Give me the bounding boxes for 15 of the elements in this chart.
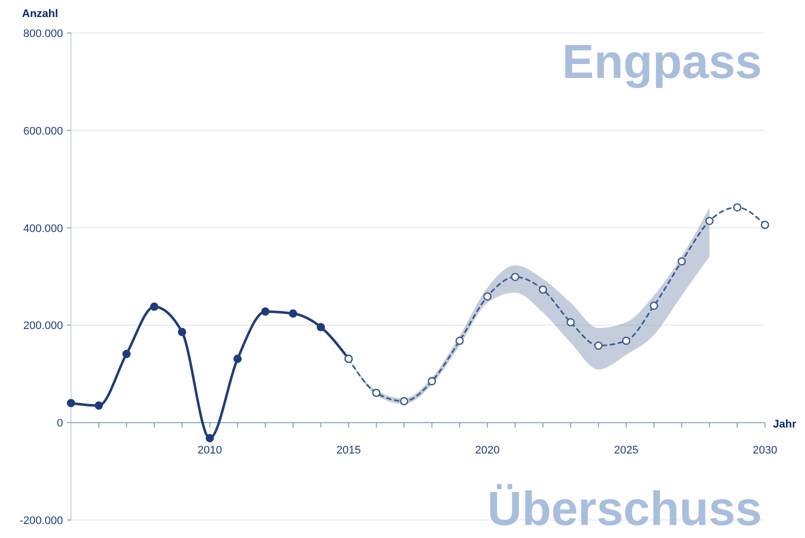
- x-tick-label: 2030: [752, 444, 778, 457]
- x-tick-label: 2010: [198, 444, 222, 457]
- y-tick-label: 200.000: [23, 320, 63, 332]
- annotation: Überschuss: [487, 483, 762, 536]
- y-tick-label: 600.000: [23, 125, 63, 138]
- x-tick-label: 2015: [336, 444, 361, 457]
- x-tick-label: 2020: [475, 444, 500, 457]
- y-tick-label: 400.000: [23, 222, 63, 235]
- x-tick-label: 2025: [614, 444, 638, 457]
- x-axis-title: Jahr: [773, 418, 797, 431]
- y-tick-label: 0: [56, 418, 63, 430]
- y-axis-title: Anzahl: [22, 8, 58, 20]
- annotation: Engpass: [562, 36, 762, 89]
- y-tick-label: -200.000: [20, 515, 63, 527]
- y-tick-label: 800.000: [23, 28, 63, 40]
